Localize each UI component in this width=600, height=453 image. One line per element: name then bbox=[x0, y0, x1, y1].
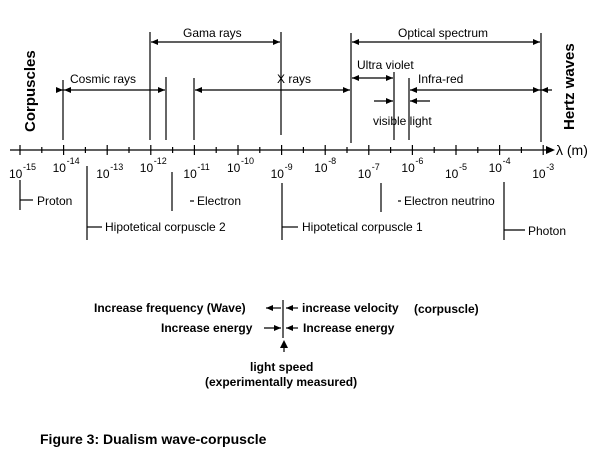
velocity-arrow-head bbox=[286, 305, 293, 311]
visible-arrow-right bbox=[410, 98, 417, 104]
axis-tick-exponent: -13 bbox=[110, 162, 123, 172]
gama-rays-label: Gama rays bbox=[183, 26, 242, 40]
figure-caption: Figure 3: Dualism wave-corpuscle bbox=[40, 431, 267, 447]
axis-tick-base: 10 bbox=[271, 167, 285, 181]
xrays-label: X rays bbox=[277, 72, 311, 86]
optical-arrow-right bbox=[533, 39, 540, 45]
axis-tick-exponent: -14 bbox=[67, 156, 80, 166]
visible-light-label: visible light bbox=[373, 114, 432, 128]
axis-tick-exponent: -8 bbox=[328, 156, 336, 166]
xrays-arrow-left bbox=[195, 87, 202, 93]
uv-arrow-right bbox=[386, 75, 393, 81]
axis-tick-base: 10 bbox=[445, 167, 459, 181]
axis-tick-base: 10 bbox=[227, 161, 241, 175]
ir-arrow-left bbox=[410, 87, 417, 93]
light-speed-arrow-head bbox=[280, 340, 288, 348]
axis-tick-exponent: -5 bbox=[459, 162, 467, 172]
axis-tick-exponent: -9 bbox=[285, 162, 293, 172]
uv-arrow-left bbox=[352, 75, 359, 81]
hipotetical-corpuscle-1-label: Hipotetical corpuscle 1 bbox=[302, 220, 423, 234]
wavelength-unit-label: λ (m) bbox=[556, 142, 588, 158]
axis-tick-exponent: -10 bbox=[241, 156, 254, 166]
increase-frequency-label: Increase frequency (Wave) bbox=[94, 301, 246, 315]
energy-right-arrow-head bbox=[286, 325, 293, 331]
optical-arrow-left bbox=[352, 39, 359, 45]
proton-label: Proton bbox=[37, 194, 72, 208]
axis-tick-exponent: -15 bbox=[23, 162, 36, 172]
axis-tick-base: 10 bbox=[489, 161, 503, 175]
axis-tick-base: 10 bbox=[401, 161, 415, 175]
axis-tick-base: 10 bbox=[140, 161, 154, 175]
axis-tick-base: 10 bbox=[532, 167, 546, 181]
frequency-arrow-head bbox=[266, 305, 273, 311]
axis-tick-base: 10 bbox=[96, 167, 110, 181]
axis-tick-exponent: -12 bbox=[154, 156, 167, 166]
ir-arrow-right-b bbox=[541, 87, 548, 93]
axis-tick-base: 10 bbox=[358, 167, 372, 181]
infra-red-label: Infra-red bbox=[418, 72, 463, 86]
increase-energy-right-label: Increase energy bbox=[303, 321, 395, 335]
axis-tick-exponent: -11 bbox=[197, 162, 209, 172]
electron-label: Electron bbox=[197, 194, 241, 208]
axis-tick-base: 10 bbox=[314, 161, 328, 175]
gama-arrow-left bbox=[151, 39, 158, 45]
axis-tick-exponent: -7 bbox=[372, 162, 380, 172]
increase-energy-left-label: Increase energy bbox=[161, 321, 253, 335]
cosmic-arrow-right bbox=[158, 87, 165, 93]
axis-tick-base: 10 bbox=[9, 167, 23, 181]
experimentally-measured-label: (experimentally measured) bbox=[205, 375, 357, 389]
wavelength-axis-arrow bbox=[546, 146, 555, 154]
photon-label: Photon bbox=[528, 224, 566, 238]
axis-tick-exponent: -6 bbox=[415, 156, 423, 166]
gama-arrow-right bbox=[273, 39, 280, 45]
axis-tick-exponent: -3 bbox=[546, 162, 554, 172]
axis-tick-base: 10 bbox=[183, 167, 197, 181]
ir-arrow-right-a bbox=[533, 87, 540, 93]
cosmic-rays-label: Cosmic rays bbox=[70, 72, 136, 86]
optical-spectrum-label: Optical spectrum bbox=[398, 26, 488, 40]
axis-tick-base: 10 bbox=[53, 161, 67, 175]
corpuscle-qualifier-label: (corpuscle) bbox=[414, 302, 479, 316]
light-speed-label: light speed bbox=[250, 360, 313, 374]
corpuscles-side-label: Corpuscles bbox=[22, 50, 39, 132]
energy-left-arrow-head bbox=[274, 325, 281, 331]
cosmic-arrow-left-a bbox=[56, 87, 63, 93]
hertz-waves-side-label: Hertz waves bbox=[561, 43, 578, 130]
axis-tick-exponent: -4 bbox=[503, 156, 511, 166]
increase-velocity-label: increase velocity bbox=[302, 301, 399, 315]
ultra-violet-label: Ultra violet bbox=[357, 58, 414, 72]
electron-neutrino-label: Electron neutrino bbox=[404, 194, 495, 208]
visible-arrow-left bbox=[386, 98, 393, 104]
cosmic-arrow-left-b bbox=[64, 87, 71, 93]
hipotetical-corpuscle-2-label: Hipotetical corpuscle 2 bbox=[105, 220, 226, 234]
xrays-arrow-right bbox=[343, 87, 350, 93]
